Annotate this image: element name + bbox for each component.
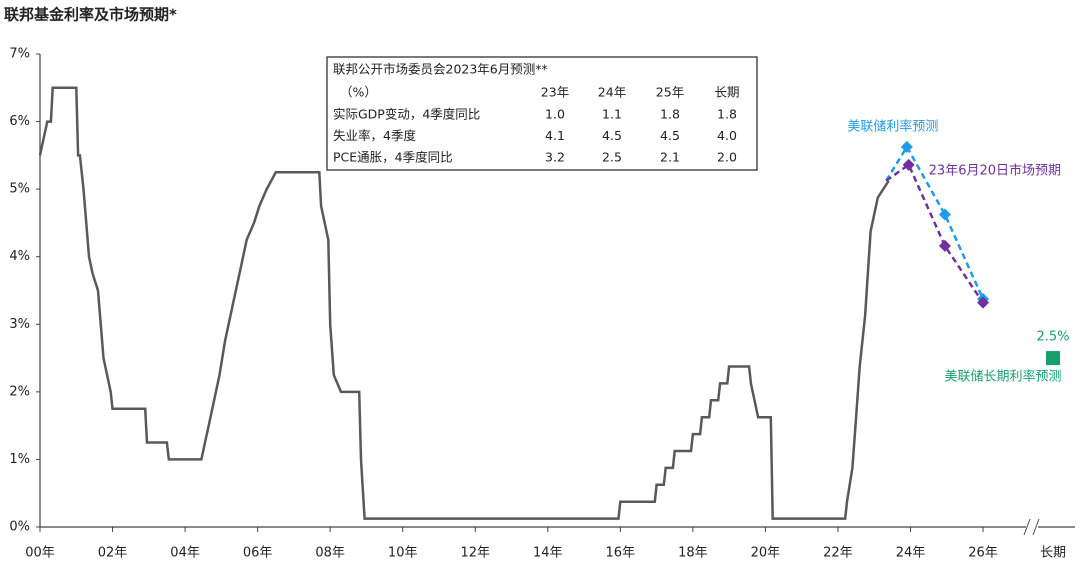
table-frame: [326, 56, 758, 171]
table-cell: 1.8: [717, 107, 737, 122]
table-cell: 长期: [714, 85, 739, 100]
value-label: 2.5%: [1036, 330, 1069, 345]
axis-break: [1023, 518, 1031, 536]
table-cell: 1.1: [602, 107, 622, 122]
table-row-label: 实际GDP变动，4季度同比: [333, 107, 480, 122]
x-tick-label: 24年: [896, 546, 926, 561]
forecast-table: 联邦公开市场委员会2023年6月预测** （%） 23年 24年 25年 长期实际GDP变…: [326, 56, 758, 171]
table-cell: 24年: [598, 85, 626, 100]
y-tick-label: 6%: [9, 114, 30, 129]
table-row-label: （%）: [340, 85, 377, 100]
table-cell: 2.0: [717, 150, 737, 165]
y-tick-label: 5%: [9, 182, 30, 197]
long-run-label: 美联储长期利率预测: [944, 369, 1061, 385]
table-cell: 4.5: [660, 128, 680, 143]
forecast-line: [885, 162, 985, 304]
table-cell: 23年: [541, 85, 569, 100]
table-cell: 2.1: [660, 150, 680, 165]
y-tick-label: 2%: [9, 384, 30, 399]
table-cell: 1.0: [545, 107, 565, 122]
diamond-marker: [977, 296, 990, 309]
x-tick-label: 06年: [243, 546, 273, 561]
table-row-label: 失业率，4季度: [333, 128, 416, 143]
table-cell: 3.2: [545, 150, 565, 165]
diamond-marker: [938, 239, 951, 252]
x-tick-label: 14年: [533, 546, 563, 561]
table-cell: 25年: [656, 85, 684, 100]
x-tick-label: 02年: [98, 546, 128, 561]
x-tick-label: 10年: [388, 546, 418, 561]
table-cell: 1.8: [660, 107, 680, 122]
x-tick-label: 22年: [823, 546, 853, 561]
y-tick-label: 3%: [9, 317, 30, 332]
table-row-label: PCE通胀，4季度同比: [333, 150, 453, 165]
forecast-line: [885, 144, 985, 300]
table-cell: 4.0: [717, 128, 737, 143]
x-tick-label: 00年: [25, 546, 55, 561]
x-tick-label: 04年: [170, 546, 200, 561]
y-tick-label: 4%: [9, 249, 30, 264]
chart-title: 联邦基金利率及市场预期*: [4, 6, 177, 24]
table-cell: 4.5: [602, 128, 622, 143]
x-tick-label: 08年: [315, 546, 345, 561]
y-tick-label: 7%: [9, 47, 30, 62]
x-tick-label: 20年: [751, 546, 781, 561]
diamond-marker: [902, 158, 915, 171]
series-label: 23年6月20日市场预期: [929, 162, 1061, 178]
x-tick-label: 16年: [606, 546, 636, 561]
axis-break: [1032, 518, 1040, 536]
x-tick-label: 长期: [1040, 546, 1066, 561]
x-tick-label: 18年: [678, 546, 708, 561]
y-tick-label: 0%: [9, 520, 30, 535]
long-run-marker: [1046, 351, 1060, 366]
x-tick-label: 26年: [968, 546, 998, 561]
x-tick-label: 12年: [460, 546, 490, 561]
diamond-marker: [900, 140, 913, 153]
rate-line: [38, 86, 890, 520]
series-label: 美联储利率预测: [847, 118, 938, 134]
diamond-marker: [938, 208, 951, 221]
table-cell: 2.5: [602, 150, 622, 165]
table-cell: 4.1: [545, 128, 565, 143]
table-title: 联邦公开市场委员会2023年6月预测**: [333, 62, 548, 77]
y-tick-label: 1%: [9, 452, 30, 467]
